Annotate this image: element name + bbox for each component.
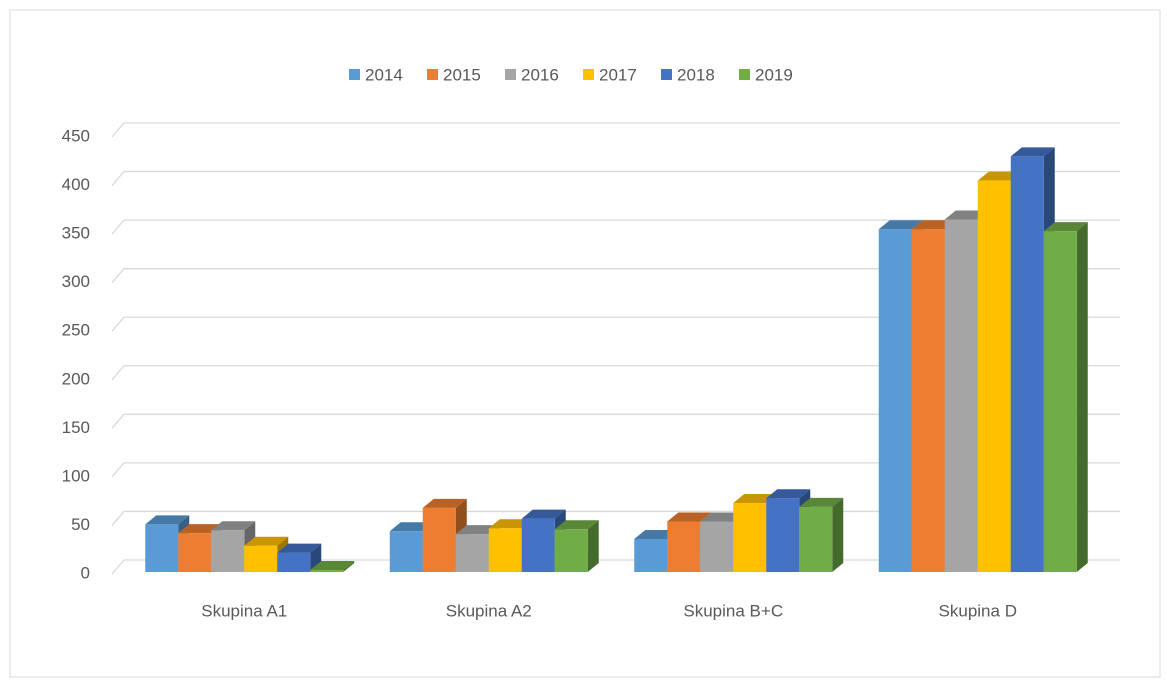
bar [554, 529, 588, 572]
bar-side [587, 520, 599, 572]
legend-swatch [583, 69, 594, 80]
bar [766, 498, 800, 572]
grid-line [111, 170, 1120, 186]
grid-line [111, 316, 1120, 332]
bar [244, 545, 278, 572]
y-tick-label: 450 [62, 126, 90, 145]
y-tick-label: 250 [62, 321, 90, 340]
y-tick-label: 0 [81, 563, 90, 582]
bar [700, 521, 734, 572]
bar [422, 507, 456, 572]
grid-line [111, 219, 1120, 235]
bar [878, 229, 912, 572]
x-tick-label: Skupina A2 [446, 601, 532, 620]
bar [211, 530, 245, 572]
bar [310, 570, 344, 572]
bar-top [310, 561, 355, 571]
y-tick-label: 350 [62, 224, 90, 243]
bar-side [832, 497, 844, 572]
y-tick-label: 200 [62, 369, 90, 388]
bar-side [343, 561, 355, 572]
bar [733, 503, 767, 572]
bar [911, 229, 945, 572]
grid-line [111, 122, 1120, 138]
legend-swatch [505, 69, 516, 80]
legend-label: 2019 [755, 65, 793, 84]
bar-top [277, 543, 322, 553]
bar-side [1076, 222, 1088, 572]
bar [667, 521, 701, 572]
x-tick-label: Skupina A1 [201, 601, 287, 620]
bar-top [1010, 147, 1055, 157]
bar [389, 531, 423, 572]
bar-top [211, 521, 256, 531]
grid-line [111, 365, 1120, 381]
y-tick-label: 400 [62, 175, 90, 194]
bar-top [667, 512, 712, 522]
grid-line [111, 268, 1120, 284]
bar-top [422, 498, 467, 508]
bar-top [1043, 222, 1088, 232]
bar [944, 219, 978, 572]
bar-top [799, 497, 844, 507]
bar-top [766, 489, 811, 499]
bar [488, 528, 522, 572]
legend-label: 2017 [599, 65, 637, 84]
x-tick-label: Skupina B+C [683, 601, 783, 620]
legend-label: 2015 [443, 65, 481, 84]
bar [455, 534, 489, 572]
bar [977, 180, 1011, 573]
bar [1010, 156, 1044, 572]
legend-swatch [661, 69, 672, 80]
x-tick-label: Skupina D [939, 601, 1017, 620]
legend-label: 2014 [365, 65, 403, 84]
y-tick-label: 300 [62, 272, 90, 291]
grid-line [111, 413, 1120, 429]
grid-line [111, 462, 1120, 478]
bar [521, 518, 555, 572]
bar [634, 538, 668, 572]
bar-top [521, 509, 566, 519]
bar-top [145, 515, 190, 525]
bar [277, 552, 311, 572]
y-tick-label: 150 [62, 418, 90, 437]
bar [1043, 231, 1077, 572]
bar-top [244, 536, 289, 546]
legend-swatch [427, 69, 438, 80]
bar [145, 524, 179, 572]
legend-label: 2018 [677, 65, 715, 84]
bar [799, 506, 833, 572]
legend-swatch [739, 69, 750, 80]
bar-top [878, 220, 923, 230]
bar-top [554, 520, 599, 530]
legend-label: 2016 [521, 65, 559, 84]
bar [178, 533, 212, 572]
y-tick-label: 50 [71, 515, 90, 534]
legend-swatch [349, 69, 360, 80]
y-tick-label: 100 [62, 466, 90, 485]
